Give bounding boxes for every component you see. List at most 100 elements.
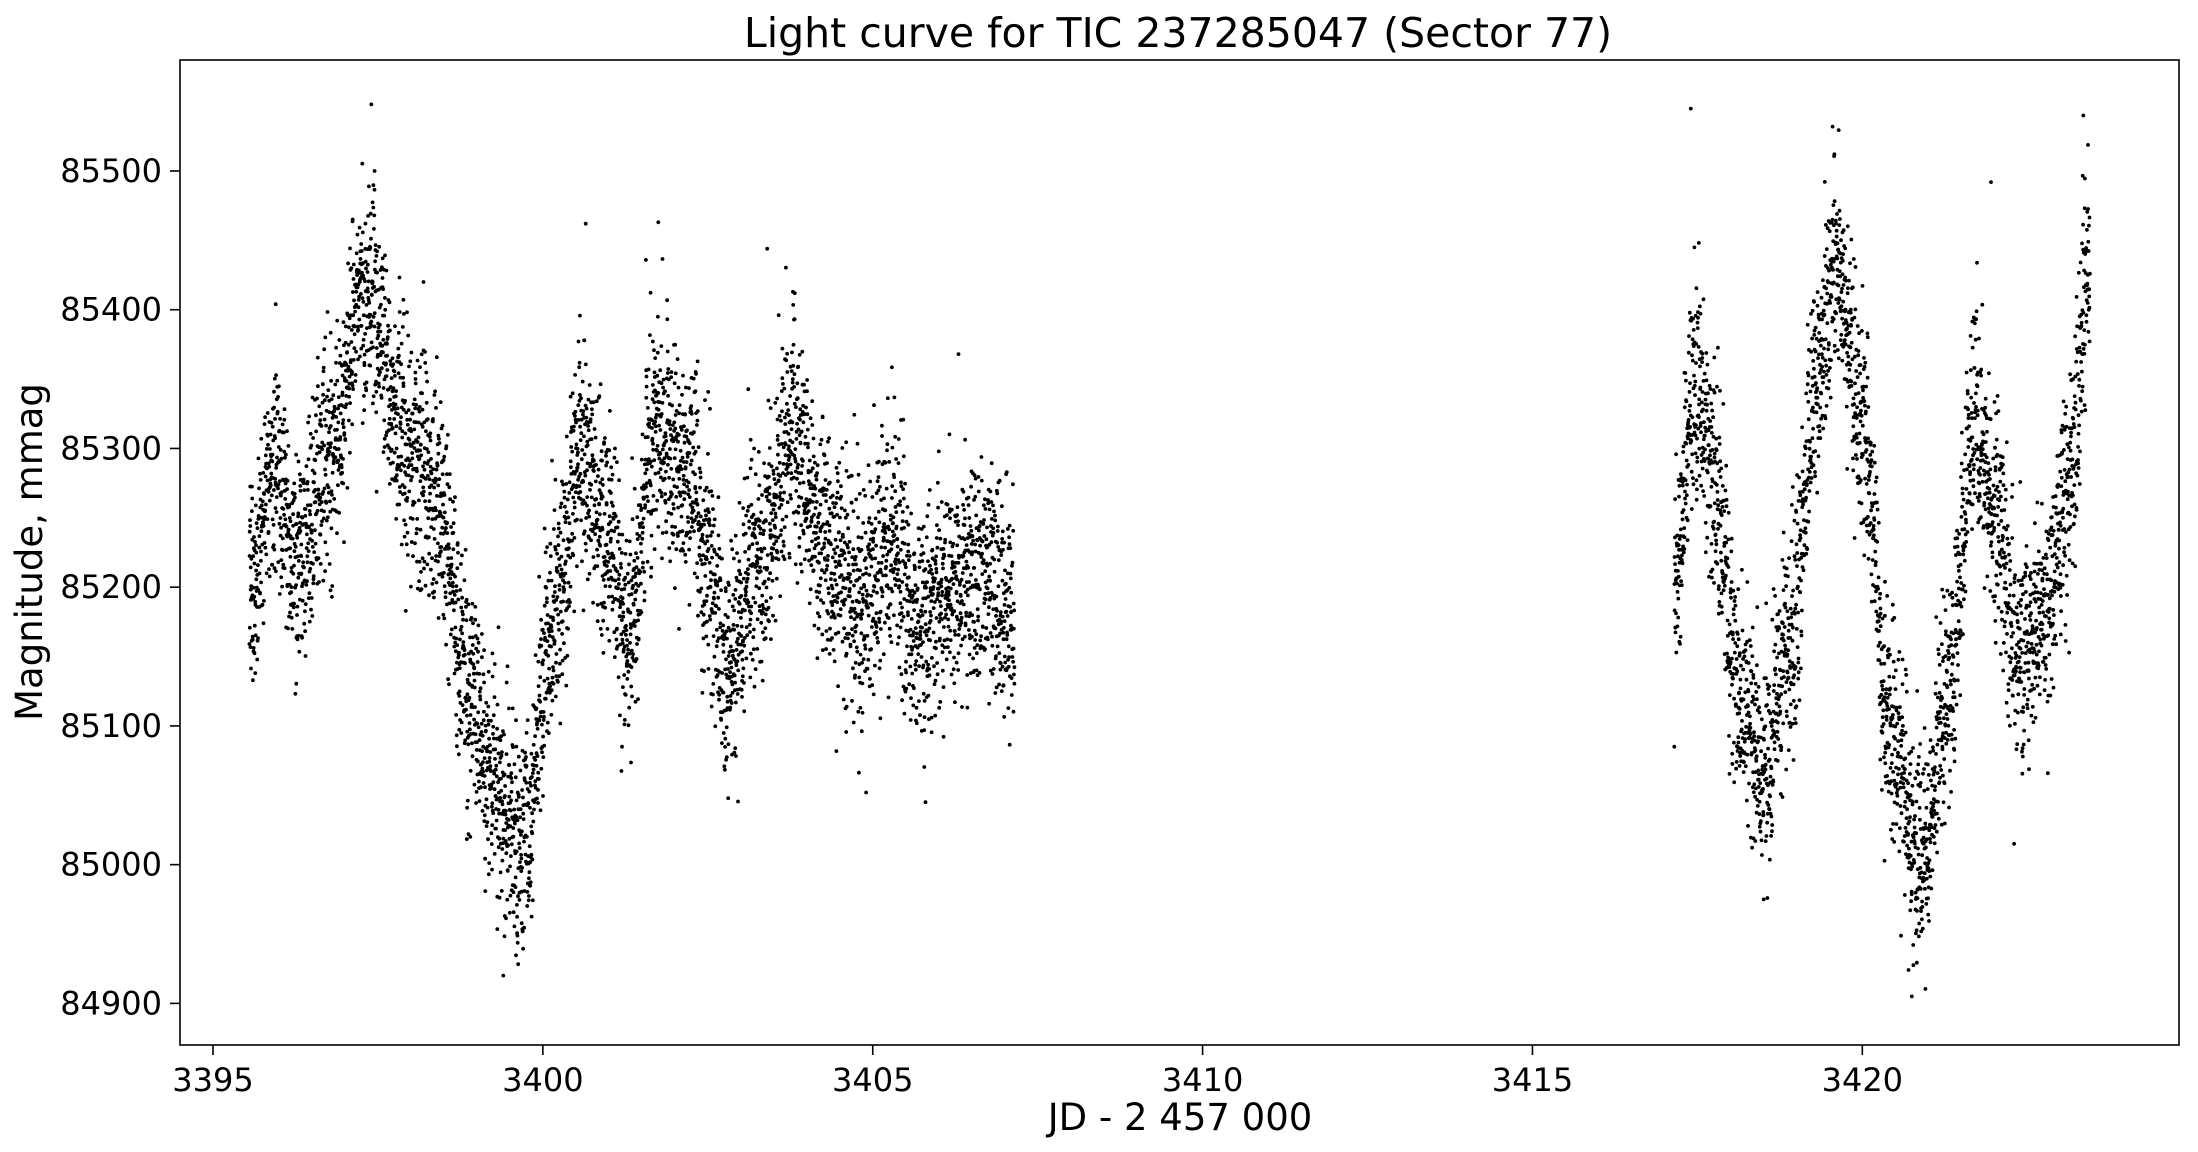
data-point bbox=[534, 763, 539, 768]
data-point bbox=[776, 535, 780, 540]
data-point bbox=[418, 442, 423, 447]
data-point bbox=[815, 656, 820, 661]
data-point bbox=[512, 762, 517, 767]
data-point bbox=[630, 694, 634, 699]
data-point bbox=[573, 414, 577, 418]
data-point bbox=[437, 477, 442, 481]
data-point bbox=[824, 647, 828, 651]
data-point bbox=[870, 556, 874, 561]
data-point bbox=[955, 543, 960, 548]
data-point bbox=[501, 836, 506, 841]
data-point bbox=[818, 442, 823, 447]
data-point bbox=[252, 594, 257, 599]
data-point bbox=[912, 608, 916, 612]
data-point bbox=[247, 554, 252, 558]
data-point bbox=[844, 730, 849, 734]
data-point bbox=[942, 645, 947, 650]
data-point bbox=[317, 404, 322, 409]
data-point bbox=[319, 500, 324, 504]
data-point bbox=[1685, 482, 1689, 487]
data-point bbox=[282, 449, 287, 454]
data-point bbox=[359, 346, 364, 351]
data-point bbox=[889, 542, 894, 546]
data-point bbox=[790, 377, 795, 381]
data-point bbox=[872, 403, 876, 408]
data-point bbox=[996, 545, 1001, 549]
data-point bbox=[693, 472, 697, 477]
data-point bbox=[631, 583, 635, 588]
data-point bbox=[365, 326, 369, 330]
data-point bbox=[636, 697, 640, 701]
data-point bbox=[685, 515, 690, 520]
data-point bbox=[792, 453, 797, 458]
data-point bbox=[1690, 415, 1695, 420]
data-point bbox=[893, 434, 898, 439]
data-point bbox=[525, 890, 530, 894]
data-point bbox=[686, 492, 691, 497]
data-point bbox=[640, 521, 644, 525]
data-point bbox=[418, 365, 422, 369]
data-point bbox=[987, 605, 991, 610]
data-point bbox=[941, 547, 946, 551]
data-point bbox=[552, 527, 556, 531]
data-point bbox=[1005, 527, 1010, 531]
data-point bbox=[692, 571, 697, 576]
data-point bbox=[398, 375, 403, 380]
data-point bbox=[414, 420, 418, 425]
data-point bbox=[526, 898, 531, 903]
data-point bbox=[453, 600, 458, 605]
data-point bbox=[381, 337, 386, 342]
data-point bbox=[990, 672, 995, 676]
data-point bbox=[955, 617, 960, 622]
data-point bbox=[494, 774, 499, 779]
data-point bbox=[713, 572, 717, 577]
data-point bbox=[514, 798, 519, 803]
data-point bbox=[848, 594, 852, 599]
data-point bbox=[724, 755, 729, 759]
data-point bbox=[728, 644, 733, 649]
data-point bbox=[515, 903, 519, 907]
data-point bbox=[499, 788, 504, 793]
data-point bbox=[955, 505, 960, 510]
data-point bbox=[464, 605, 468, 609]
data-point bbox=[881, 652, 886, 657]
data-point bbox=[558, 530, 563, 535]
data-point bbox=[385, 368, 390, 372]
data-point bbox=[576, 450, 580, 455]
data-point bbox=[665, 349, 670, 354]
data-point bbox=[390, 356, 395, 361]
data-point bbox=[618, 713, 622, 718]
data-point bbox=[769, 637, 773, 641]
data-point bbox=[307, 509, 312, 513]
data-point bbox=[796, 462, 800, 467]
data-point bbox=[615, 539, 620, 544]
data-point bbox=[924, 585, 928, 590]
data-point bbox=[363, 221, 368, 226]
data-point bbox=[279, 493, 283, 498]
data-point bbox=[480, 766, 485, 771]
data-point bbox=[334, 345, 338, 350]
data-point bbox=[874, 543, 878, 548]
data-point bbox=[489, 785, 494, 790]
data-point bbox=[301, 560, 306, 565]
data-point bbox=[616, 586, 620, 591]
data-point bbox=[618, 605, 622, 610]
data-point bbox=[814, 531, 818, 535]
data-point bbox=[453, 495, 457, 500]
data-point bbox=[772, 477, 777, 482]
data-point bbox=[706, 667, 711, 671]
data-point bbox=[800, 349, 805, 354]
data-point bbox=[673, 371, 678, 376]
data-point bbox=[707, 510, 711, 515]
data-point bbox=[394, 424, 399, 429]
data-point bbox=[312, 550, 317, 554]
data-point bbox=[528, 805, 532, 810]
data-point bbox=[804, 516, 809, 521]
data-point bbox=[487, 759, 492, 764]
data-point bbox=[267, 464, 272, 469]
data-point bbox=[823, 493, 828, 497]
data-point bbox=[936, 586, 941, 591]
data-point bbox=[570, 538, 574, 543]
data-point bbox=[852, 617, 857, 621]
data-point bbox=[365, 262, 370, 267]
